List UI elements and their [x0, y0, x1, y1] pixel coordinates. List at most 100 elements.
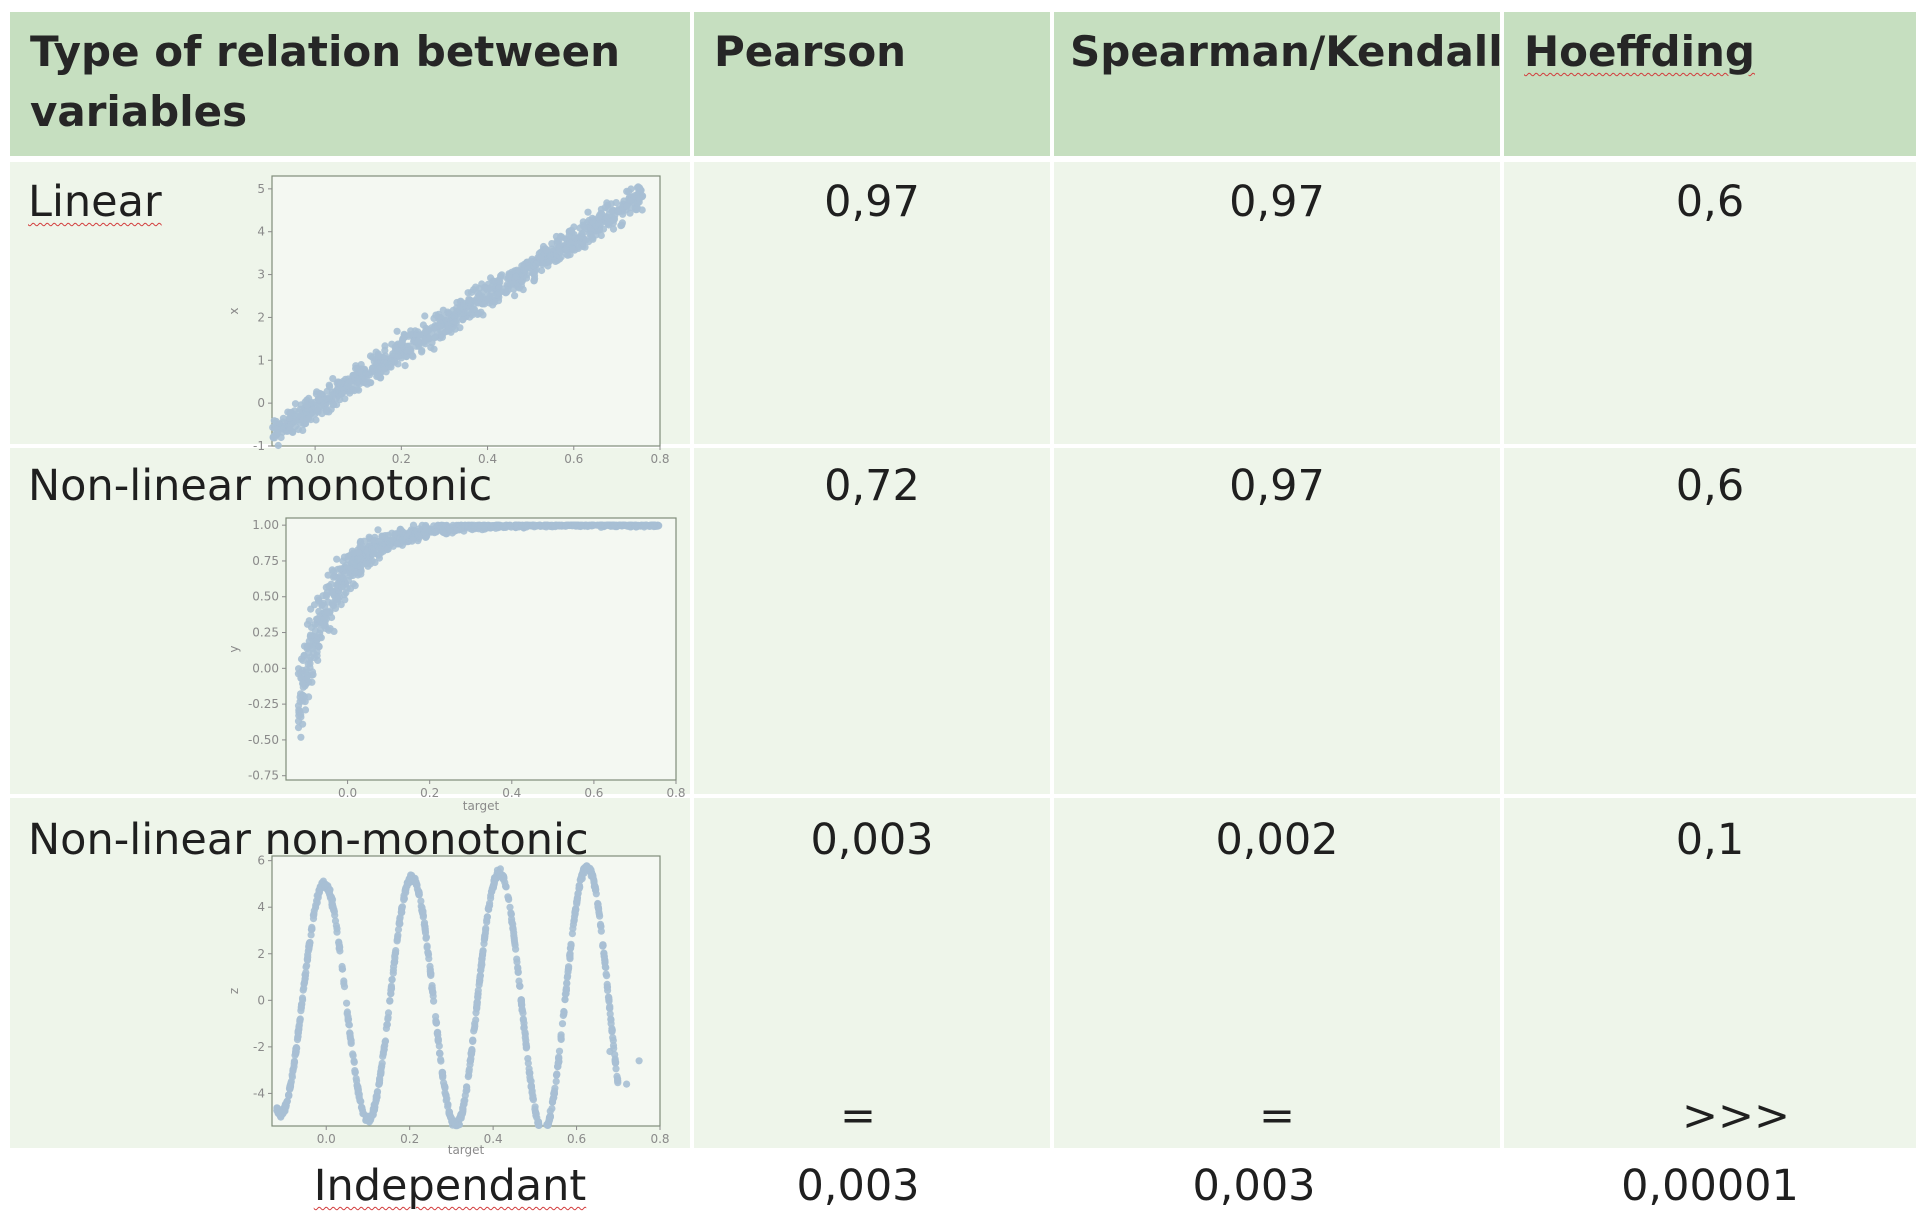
x-tick-label: 0.8 — [666, 786, 685, 800]
data-point — [272, 425, 280, 433]
data-point — [303, 643, 311, 651]
data-point — [400, 896, 408, 904]
data-point — [483, 916, 491, 924]
data-point — [574, 244, 582, 252]
linear-hoeffding: 0,6 — [1675, 177, 1745, 227]
data-point — [302, 963, 310, 971]
y-tick-label: -4 — [253, 1086, 265, 1100]
data-point — [421, 328, 429, 336]
data-point — [649, 521, 657, 529]
data-point — [565, 964, 573, 972]
data-point — [611, 1058, 619, 1066]
data-point — [563, 979, 571, 987]
data-point — [506, 903, 514, 911]
data-point — [409, 521, 418, 529]
data-point — [548, 1105, 556, 1113]
data-point — [295, 408, 303, 416]
y-tick-label: -0.50 — [248, 733, 279, 747]
data-point — [309, 915, 318, 923]
data-point — [614, 208, 622, 216]
monotonic-scatter-svg: 0.0 0.2 0.4 0.6 0.8 -0.75 -0.50 -0.25 0.00 0.25 0.… — [227, 517, 686, 813]
data-point — [606, 1010, 614, 1018]
data-point — [516, 982, 524, 990]
data-point — [325, 887, 334, 895]
y-tick-label: 1 — [257, 353, 265, 367]
data-point — [603, 983, 612, 991]
data-point — [562, 990, 570, 998]
data-point — [531, 521, 539, 529]
data-point — [507, 910, 515, 918]
data-point — [328, 589, 336, 597]
data-point — [511, 292, 519, 300]
data-point — [500, 875, 508, 883]
data-point — [331, 911, 339, 919]
data-point — [446, 526, 454, 534]
data-point — [328, 903, 336, 911]
data-point — [481, 934, 489, 942]
y-axis-label: y — [227, 645, 241, 652]
data-point — [335, 593, 343, 601]
data-point — [456, 324, 464, 332]
data-point — [375, 554, 383, 562]
data-point — [624, 522, 632, 530]
data-point — [623, 202, 631, 210]
data-point — [589, 871, 597, 879]
data-point — [307, 931, 315, 939]
data-point — [345, 1021, 353, 1029]
x-tick-label: 0.6 — [584, 786, 603, 800]
data-point — [566, 251, 574, 259]
data-point — [394, 351, 402, 360]
data-point — [436, 1050, 444, 1058]
data-point — [529, 1096, 537, 1104]
data-point — [490, 277, 498, 285]
data-point — [558, 1020, 567, 1028]
data-point — [270, 417, 278, 425]
data-point — [312, 901, 320, 909]
data-point — [377, 1068, 385, 1076]
data-point — [566, 951, 574, 959]
data-point — [329, 375, 337, 383]
data-point — [599, 942, 607, 950]
data-point — [306, 631, 315, 639]
y-tick-label: 0 — [257, 993, 265, 1007]
data-point — [354, 1085, 362, 1093]
data-point — [323, 608, 331, 616]
data-point — [474, 992, 482, 1001]
footer-hoeffding: 0,00001 — [1621, 1161, 1799, 1211]
data-point — [596, 912, 604, 920]
data-point — [278, 425, 286, 433]
data-point — [347, 1038, 355, 1046]
data-point — [531, 1103, 539, 1111]
data-point — [354, 375, 362, 383]
row-monotonic-pearson-cell — [694, 448, 1050, 794]
data-point — [292, 1046, 300, 1054]
data-point — [609, 1034, 617, 1042]
data-point — [555, 1047, 564, 1055]
data-point — [397, 340, 405, 348]
data-point — [387, 990, 395, 998]
x-tick-label: 0.8 — [650, 1132, 669, 1146]
data-point — [395, 920, 403, 928]
header-hoeffding: Hoeffding — [1524, 27, 1755, 76]
data-point — [398, 903, 406, 911]
data-point — [560, 1008, 568, 1016]
data-point — [575, 885, 583, 893]
data-point — [333, 555, 341, 563]
data-point — [342, 569, 350, 577]
data-point — [297, 733, 305, 741]
data-point — [415, 891, 423, 899]
y-tick-label: -0.25 — [248, 697, 279, 711]
data-point — [561, 995, 569, 1004]
y-tick-label: 3 — [257, 268, 265, 282]
data-point — [428, 984, 436, 992]
data-point — [471, 522, 479, 531]
data-point — [274, 441, 282, 450]
data-point — [385, 363, 394, 371]
header-relation-text: Type of relation between variables — [30, 27, 621, 136]
data-point — [299, 416, 307, 424]
data-point — [433, 1029, 441, 1037]
data-point — [452, 527, 460, 535]
nonmono-hoeffding-compare: >>> — [1681, 1091, 1791, 1141]
data-point — [529, 269, 537, 277]
data-point — [557, 253, 565, 261]
